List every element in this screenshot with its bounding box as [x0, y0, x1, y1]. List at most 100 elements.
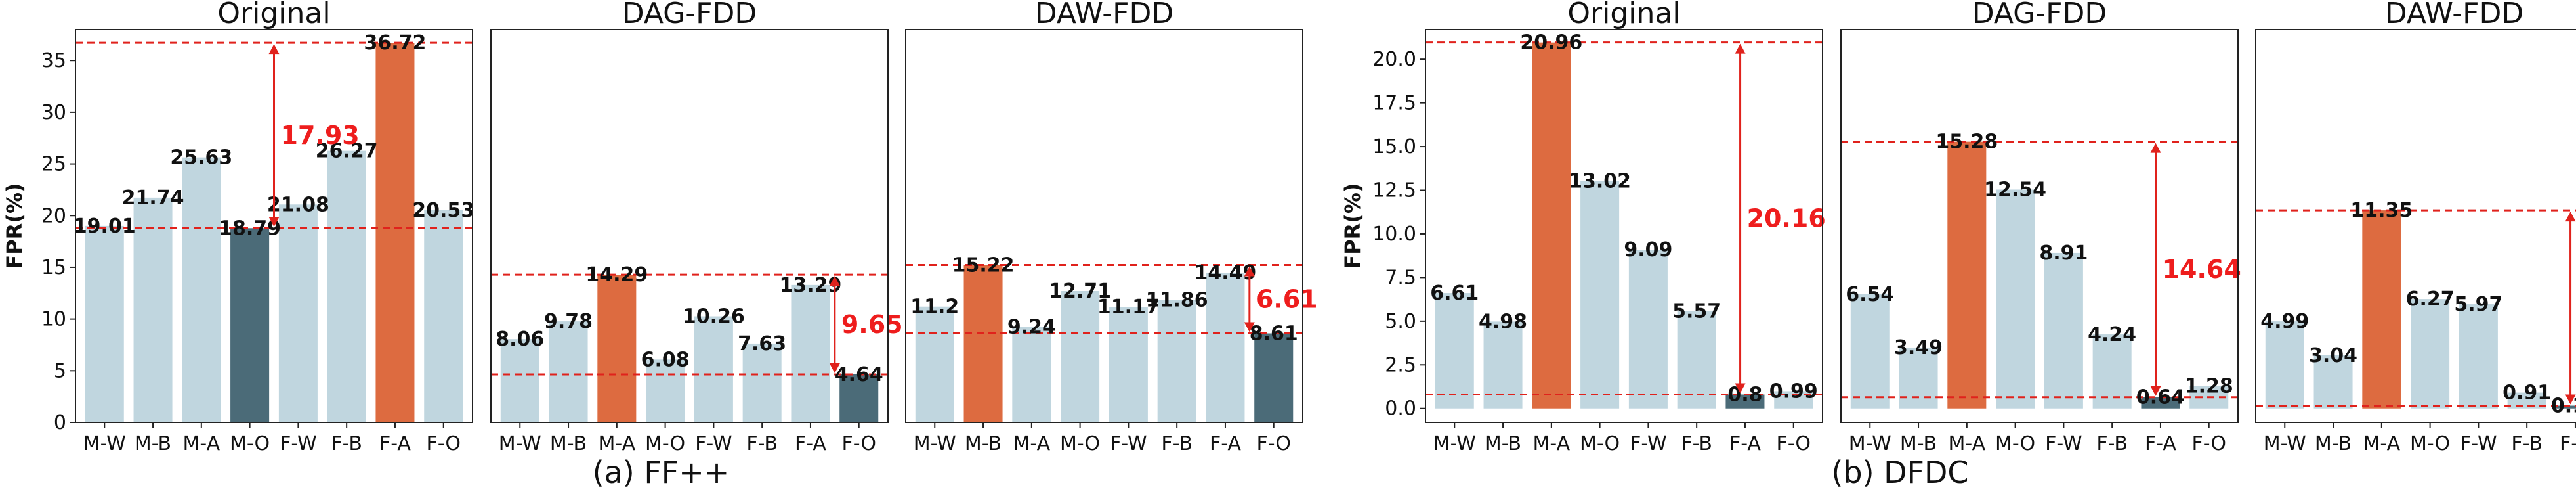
x-tick-label: F-B: [1681, 432, 1712, 455]
bar-m-w: [1435, 293, 1474, 409]
value-label: 12.71: [1049, 280, 1111, 303]
x-tick-label: M-B: [135, 432, 171, 455]
bar-f-w: [278, 204, 318, 422]
bar-m-b: [133, 197, 173, 422]
y-tick-label: 20.0: [1372, 48, 1416, 71]
value-label: 6.54: [1846, 283, 1894, 306]
bar-f-w: [1628, 250, 1668, 409]
x-tick-label: F-W: [2460, 432, 2497, 455]
x-tick-label: F-B: [746, 432, 778, 455]
value-label: 14.29: [585, 263, 648, 286]
bar-m-a: [182, 157, 221, 422]
x-tick-label: M-B: [1485, 432, 1521, 455]
y-tick-label: 7.5: [1385, 266, 1416, 289]
chart-panel-6: DAW-FDD4.993.0411.356.275.970.910.160.85…: [2255, 0, 2576, 455]
bar-f-w: [1109, 307, 1148, 422]
value-label: 6.08: [641, 348, 690, 371]
value-label: 36.72: [364, 32, 426, 55]
x-tick-label: M-W: [2264, 432, 2306, 455]
bar-m-b: [1899, 347, 1938, 409]
value-label: 20.53: [412, 199, 475, 222]
value-label: 0.64: [2136, 386, 2185, 409]
value-label: 4.64: [835, 363, 883, 386]
bar-m-b: [963, 265, 1003, 422]
bar-f-o: [424, 210, 463, 422]
gap-arrow-head-up: [829, 276, 840, 286]
bar-f-b: [2092, 334, 2132, 409]
caption-ffpp: (a) FF++: [593, 455, 730, 490]
x-tick-label: F-O: [841, 432, 876, 455]
gap-arrow-head-down: [268, 217, 280, 227]
x-tick-label: M-O: [2410, 432, 2450, 455]
x-tick-label: M-A: [183, 432, 221, 455]
y-tick-label: 10.0: [1372, 223, 1416, 246]
x-tick-label: M-B: [550, 432, 587, 455]
value-label: 5.57: [1672, 300, 1721, 323]
plot-frame: [1840, 29, 2239, 423]
bar-m-o: [1996, 189, 2035, 409]
value-label: 21.74: [122, 187, 184, 210]
value-label: 8.61: [1250, 323, 1298, 346]
value-label: 19.01: [74, 215, 136, 238]
y-tick-label: 5.0: [1385, 310, 1416, 333]
chart-panel-2: DAG-FDD8.069.7814.296.0810.267.6313.294.…: [490, 0, 903, 455]
x-tick-label: F-O: [426, 432, 461, 455]
x-tick-label: M-B: [965, 432, 1002, 455]
value-label: 12.54: [1984, 178, 2046, 201]
bar-m-a: [1947, 141, 1987, 409]
gap-arrow-head-down: [1735, 383, 1746, 394]
value-label: 13.02: [1569, 170, 1631, 193]
gap-arrow-head-down: [829, 363, 840, 373]
x-tick-label: F-W: [695, 432, 732, 455]
x-tick-label: F-A: [2145, 432, 2176, 455]
x-tick-label: M-O: [645, 432, 685, 455]
x-tick-label: M-A: [1013, 432, 1051, 455]
gap-label: 6.61: [1256, 284, 1318, 313]
y-tick-label: 2.5: [1385, 353, 1416, 376]
x-tick-label: M-A: [1949, 432, 1986, 455]
value-label: 9.78: [544, 310, 593, 333]
y-tick-label: 25: [41, 153, 66, 176]
bar-f-w: [2044, 252, 2083, 409]
value-label: 0.91: [2502, 382, 2551, 405]
bar-m-w: [500, 339, 539, 422]
value-label: 6.27: [2406, 288, 2455, 311]
x-tick-label: F-B: [331, 432, 362, 455]
bar-m-a: [1532, 42, 1571, 409]
x-tick-label: F-B: [2511, 432, 2543, 455]
chart-panel-5: DAG-FDD 6.54 3.49 15.28 12.54 8.91 4.24 0.64 1.2…: [1840, 0, 2241, 455]
x-tick-label: F-A: [2560, 432, 2576, 455]
bar-m-o: [230, 228, 270, 422]
y-tick-label: 15: [41, 256, 66, 279]
bar-m-b: [549, 321, 588, 422]
x-tick-label: F-B: [2096, 432, 2128, 455]
gap-arrow-head-up: [268, 44, 280, 55]
value-label: 21.08: [267, 193, 329, 216]
y-tick-label: 20: [41, 204, 66, 227]
value-label: 1.28: [2185, 375, 2233, 398]
x-tick-label: F-W: [1630, 432, 1667, 455]
value-label: 6.61: [1430, 282, 1479, 305]
value-label: 3.49: [1894, 336, 1943, 359]
x-tick-label: M-O: [1995, 432, 2035, 455]
x-tick-label: F-A: [795, 432, 826, 455]
plot-frame: [490, 29, 889, 423]
chart-title: Original: [1567, 0, 1680, 30]
bar-f-a: [2556, 405, 2576, 409]
bar-m-w: [1850, 294, 1890, 409]
x-tick-label: M-W: [83, 432, 126, 455]
y-axis-label: FPR(%): [2, 183, 27, 269]
value-label: 11.2: [910, 296, 959, 319]
y-tick-label: 15.0: [1372, 135, 1416, 158]
plot-frame: [905, 29, 1303, 423]
chart-panel-4: Original 6.614.98 20.96 13.02 9.09 5.57 0.8 0.9…: [1340, 0, 1826, 455]
x-tick-label: M-A: [2363, 432, 2401, 455]
chart-title: DAW-FDD: [2385, 0, 2523, 30]
bar-m-o: [1580, 181, 1620, 409]
chart-panel-3: DAW-FDD11.215.229.2412.7111.1711.8614.49…: [905, 0, 1318, 455]
bar-f-a: [2141, 397, 2180, 409]
gap-label: 9.65: [841, 310, 903, 339]
chart-title: Original: [217, 0, 330, 30]
value-label: 15.22: [952, 254, 1015, 277]
x-tick-label: M-W: [1849, 432, 1891, 455]
